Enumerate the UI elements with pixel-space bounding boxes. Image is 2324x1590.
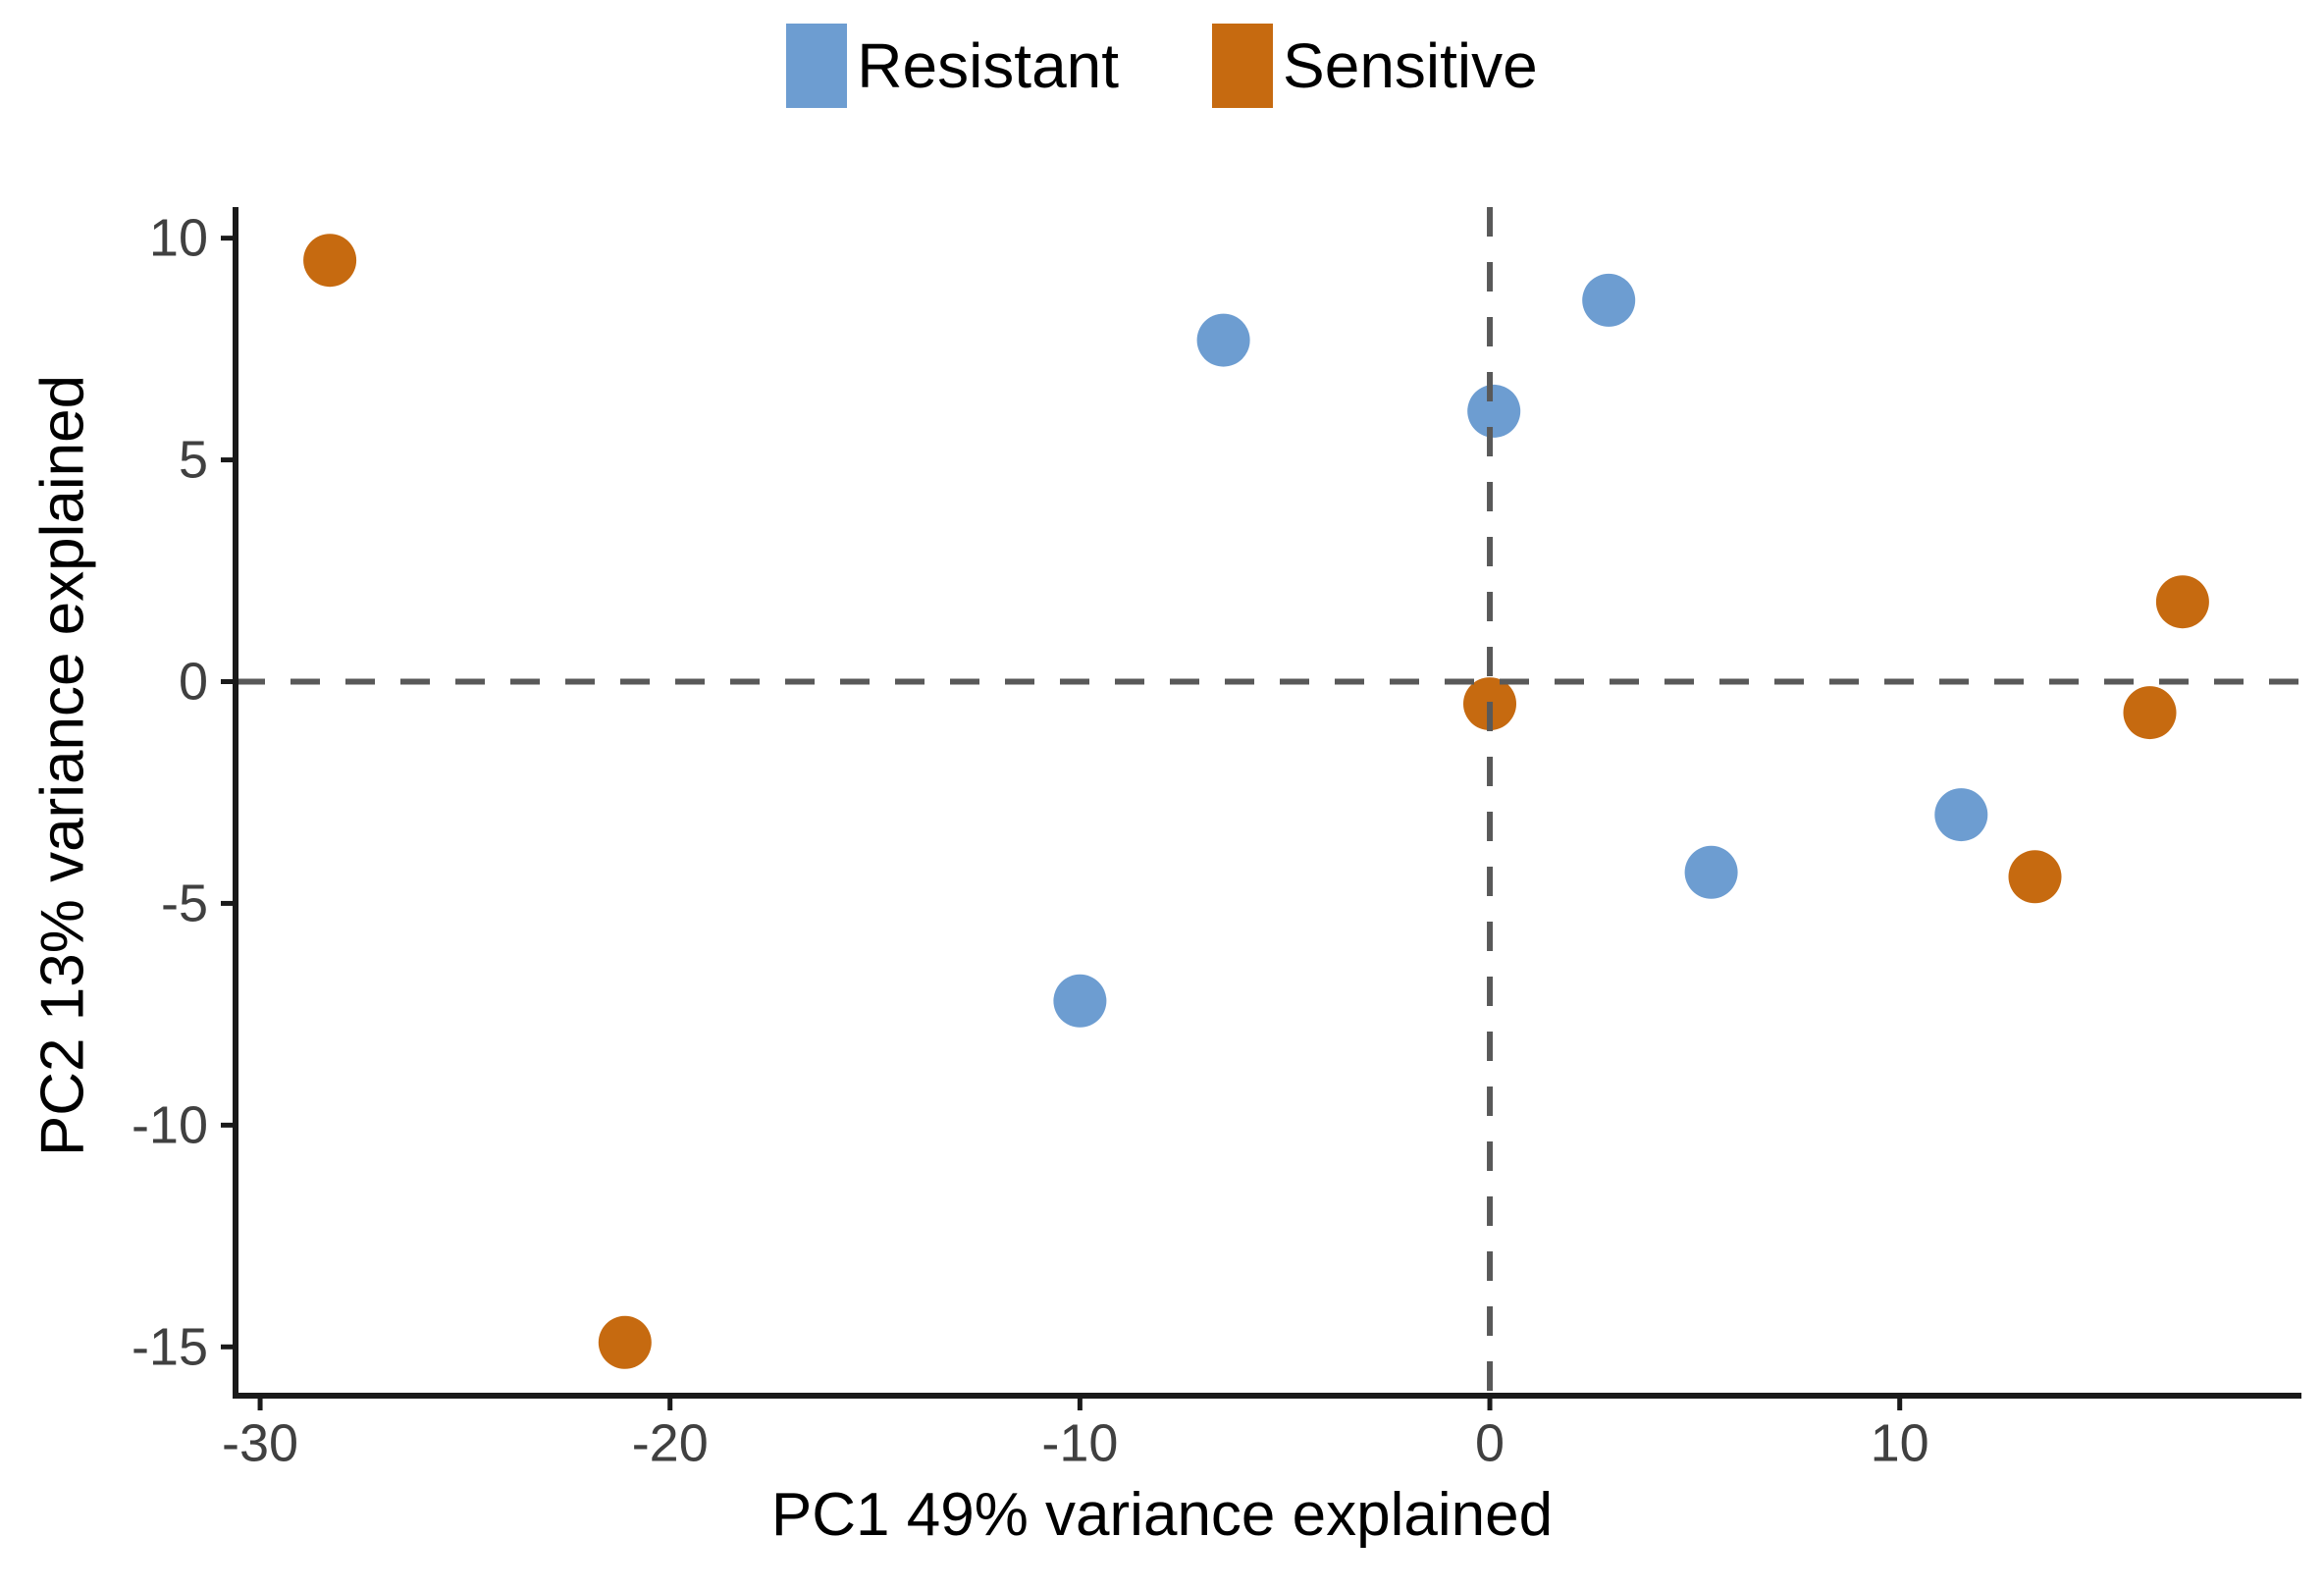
data-point-resistant [1684, 845, 1738, 899]
x-tick-label: -30 [222, 1413, 298, 1472]
reference-lines-layer [236, 207, 2301, 1396]
data-point-sensitive [2008, 850, 2062, 904]
data-point-resistant [1053, 974, 1107, 1028]
legend-label-resistant: Resistant [857, 30, 1120, 101]
y-tick-label: 0 [179, 652, 208, 711]
y-tick-label: 10 [149, 209, 208, 268]
data-point-sensitive [598, 1315, 652, 1369]
ticks-layer: -30 -20 -10 0 10 10 5 0 -5 -10 -15 [132, 209, 1929, 1473]
y-axis-title: PC2 13% variance explained [28, 375, 96, 1156]
data-point-resistant [1582, 273, 1636, 327]
data-point-resistant [1934, 788, 1988, 842]
x-axis-title: PC1 49% variance explained [771, 1481, 1553, 1549]
legend-item-resistant: Resistant [786, 24, 1119, 108]
data-point-resistant [1196, 313, 1250, 367]
legend-label-sensitive: Sensitive [1283, 30, 1538, 101]
axes-layer [233, 207, 2301, 1399]
legend-swatch-resistant [786, 24, 848, 108]
points-layer [303, 234, 2209, 1369]
data-point-sensitive [303, 234, 357, 288]
y-tick-label: -10 [132, 1095, 208, 1154]
x-tick-label: 10 [1871, 1413, 1929, 1472]
x-tick-label: -10 [1041, 1413, 1118, 1472]
data-point-sensitive [2155, 575, 2209, 629]
y-tick-label: -15 [132, 1317, 208, 1376]
data-point-resistant [1467, 384, 1521, 438]
x-tick-label: 0 [1475, 1413, 1505, 1472]
legend-swatch-sensitive [1212, 24, 1274, 108]
data-point-sensitive [2123, 686, 2177, 740]
y-tick-label: -5 [161, 874, 208, 932]
legend-item-sensitive: Sensitive [1212, 24, 1538, 108]
x-tick-label: -20 [632, 1413, 709, 1472]
y-tick-label: 5 [179, 431, 208, 490]
legend: Resistant Sensitive [0, 24, 2324, 108]
